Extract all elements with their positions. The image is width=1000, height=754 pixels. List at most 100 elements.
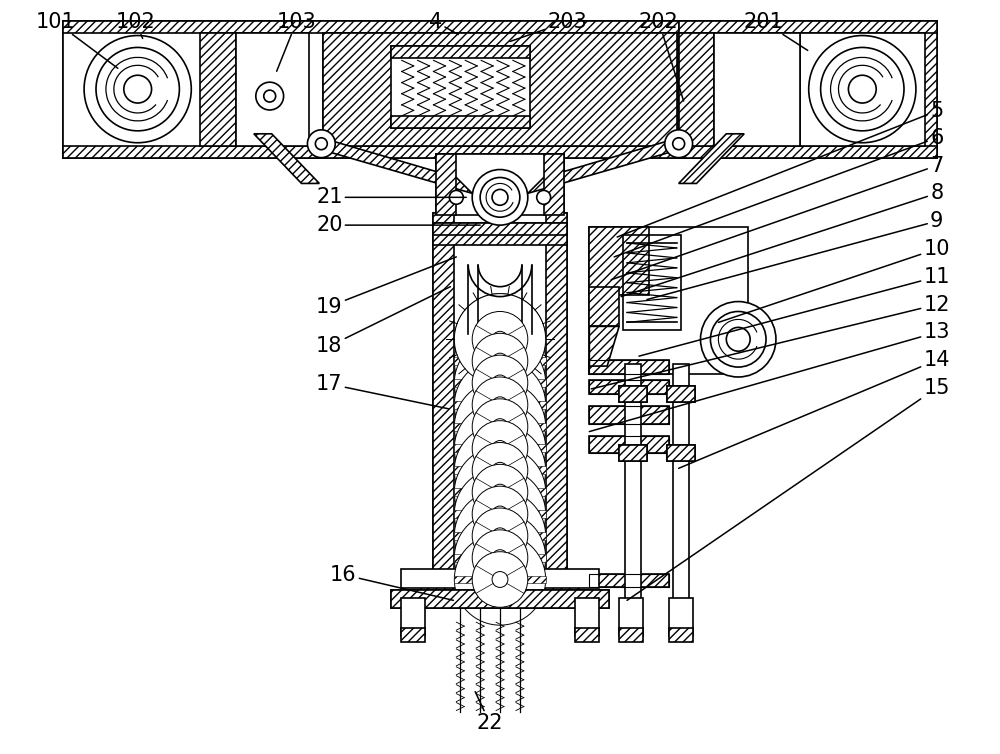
Circle shape [454,446,546,538]
Bar [454,336,546,343]
Bar [433,223,567,245]
Bar [454,510,546,518]
Bar [800,32,925,146]
Circle shape [454,337,546,428]
Bar [544,154,564,215]
Bar [391,590,609,608]
Circle shape [492,506,508,522]
Bar [454,357,546,365]
Bar [589,574,669,587]
Text: 9: 9 [647,211,943,299]
Bar [63,20,321,32]
Circle shape [472,399,528,455]
Text: 203: 203 [510,11,587,41]
Circle shape [472,508,528,563]
Bar [454,575,546,584]
Polygon shape [528,138,679,193]
Text: 20: 20 [316,215,480,235]
Text: 202: 202 [639,11,684,101]
Bar [589,287,619,326]
Bar [589,436,669,453]
Bar [667,386,695,402]
Circle shape [673,138,685,150]
Bar [454,553,546,562]
Bar [667,386,695,402]
Circle shape [454,293,546,385]
Text: 18: 18 [316,287,450,356]
Polygon shape [254,133,319,183]
Circle shape [492,528,508,544]
Bar [619,386,647,402]
Bar [433,223,567,235]
Circle shape [454,381,546,472]
Bar [433,213,567,602]
Circle shape [449,191,463,204]
Bar [667,446,695,461]
Circle shape [809,35,916,143]
Circle shape [480,177,520,217]
Bar [589,436,669,453]
Bar [63,146,937,158]
Text: 6: 6 [614,127,943,257]
Circle shape [124,75,152,103]
Bar [589,227,649,295]
Circle shape [492,572,508,587]
Bar [667,446,695,461]
Circle shape [492,375,508,391]
Text: 4: 4 [429,11,458,35]
Bar [200,32,236,146]
Bar [454,423,546,431]
Circle shape [472,552,528,607]
Bar [323,32,677,146]
Bar [546,213,567,602]
Bar [454,488,546,496]
Bar [63,20,937,32]
Bar [623,235,681,330]
Bar [401,628,425,642]
Bar [589,227,748,374]
Circle shape [701,302,776,377]
Bar [436,154,456,215]
Circle shape [454,403,546,494]
Bar [575,599,599,636]
Circle shape [454,468,546,559]
Text: 12: 12 [591,295,950,389]
Circle shape [96,48,179,131]
Text: 22: 22 [475,691,503,734]
Text: 5: 5 [617,101,943,237]
Circle shape [492,418,508,434]
Bar [673,364,689,602]
Circle shape [472,530,528,585]
Bar [436,154,564,177]
Circle shape [848,75,876,103]
Polygon shape [679,133,744,183]
Text: 10: 10 [718,239,950,323]
Circle shape [472,443,528,498]
Bar [236,32,309,146]
Circle shape [480,177,520,217]
Bar [63,20,937,158]
Text: 8: 8 [621,183,943,296]
Bar [669,628,693,642]
Text: 13: 13 [589,322,950,431]
Text: 11: 11 [639,267,950,356]
Text: 201: 201 [743,11,808,51]
Circle shape [472,486,528,542]
Text: 19: 19 [316,257,456,317]
Text: 21: 21 [316,187,466,207]
Bar [619,599,643,636]
Circle shape [537,191,551,204]
Text: 17: 17 [316,374,448,409]
Bar [575,628,599,642]
Bar [619,446,647,461]
Bar [625,364,641,602]
Text: 14: 14 [679,350,950,468]
Bar [619,446,647,461]
Bar [714,32,800,146]
Text: 15: 15 [627,378,950,600]
Circle shape [454,534,546,625]
Circle shape [472,464,528,520]
Bar [433,213,454,602]
Bar [63,146,321,158]
Bar [589,406,669,424]
